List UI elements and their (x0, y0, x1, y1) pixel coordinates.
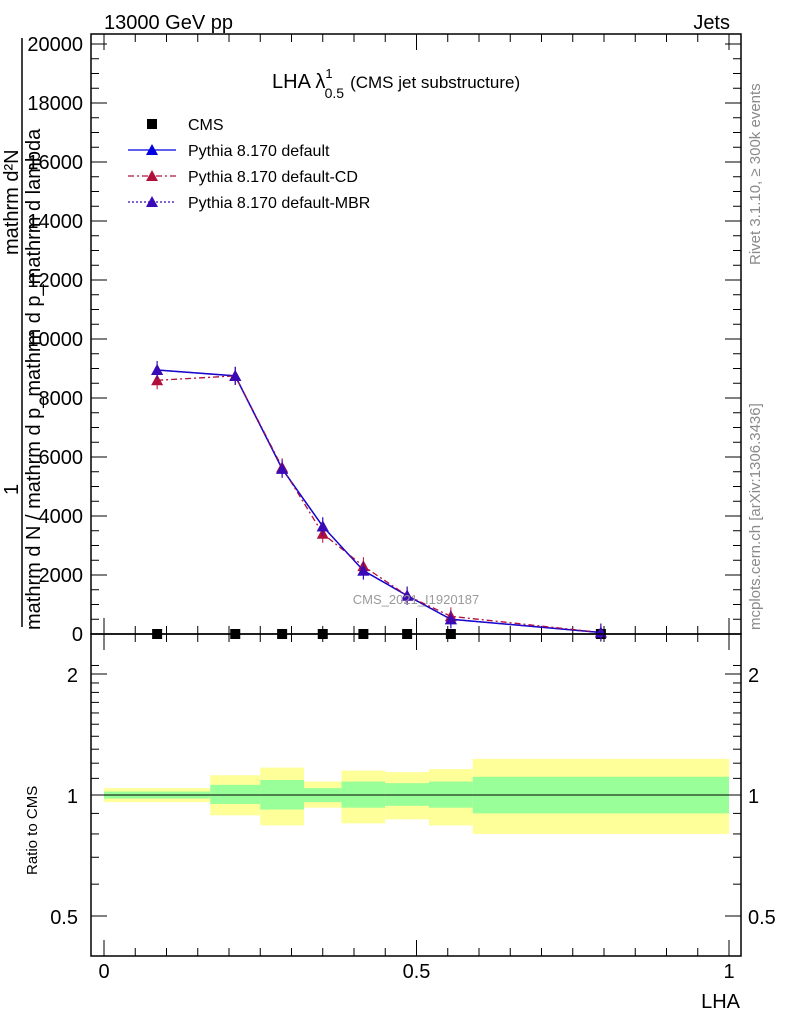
legend-label: Pythia 8.170 default (188, 143, 330, 160)
ratio-y-tick-label: 1 (67, 786, 78, 808)
series-marker-3 (357, 564, 370, 576)
legend-marker (146, 144, 158, 155)
inner-band (210, 784, 261, 804)
plot-title: LHA λ1 0.5 (CMS jet substructure) (272, 66, 520, 101)
y-tick-label: 0 (72, 624, 83, 646)
y-axis-label-top: mathrm d²N (1, 149, 23, 255)
series-marker-3 (401, 589, 414, 601)
process-label: Jets (693, 12, 730, 34)
ratio-panel: 0.5 0.5 1 1 2 2 0 0.5 1 (50, 633, 776, 983)
series-marker-3 (444, 613, 457, 625)
legend-label: Pythia 8.170 default-CD (188, 169, 358, 186)
series-marker-3 (316, 520, 329, 532)
ratio-y-tick-label-right: 1 (748, 786, 759, 808)
legend-marker-cms (147, 119, 157, 129)
series-line-2 (157, 375, 601, 634)
legend-label: Pythia 8.170 default-MBR (188, 195, 370, 212)
series-marker-3 (151, 363, 164, 375)
series-marker-3 (276, 462, 289, 474)
series-line-3 (157, 369, 601, 634)
x-axis-label: LHA (701, 991, 741, 1013)
y-tick-label: 8000 (39, 388, 84, 410)
title-sup: 1 (325, 66, 332, 81)
title-sub: 0.5 (325, 85, 345, 101)
mcplots-label: mcplots.cern.ch [arXiv:1306.3436] (747, 403, 764, 630)
y-tick-label: 16000 (27, 152, 83, 174)
inner-band (385, 783, 429, 806)
ratio-y-tick-label: 2 (67, 665, 78, 687)
y-tick-label: 6000 (39, 447, 84, 469)
y-tick-label: 20000 (27, 34, 83, 56)
y-tick-label: 18000 (27, 93, 83, 115)
y-axis-label-numerator: 1 (1, 484, 23, 495)
legend-label: CMS (188, 117, 224, 134)
x-tick-label: 1 (723, 961, 734, 983)
title-rest: (CMS jet substructure) (350, 73, 520, 92)
legend: CMS Pythia 8.170 default Pythia 8.170 defa… (128, 117, 370, 212)
title-main: LHA λ (272, 71, 325, 93)
series-marker-3 (229, 369, 242, 381)
rivet-label: Rivet 3.1.10, ≥ 300k events (747, 83, 764, 265)
y-tick-label: 4000 (39, 506, 84, 528)
legend-marker (146, 196, 158, 207)
legend-marker (146, 170, 158, 181)
upper-panel: 0 2000 4000 6000 8000 10000 12000 14000 16000 180… (27, 33, 742, 646)
y-axis-label-denominator: mathrm d N / mathrm d p_mathrm d p_mathr… (23, 128, 45, 630)
y-tick-label: 10000 (27, 329, 83, 351)
ratio-y-tick-label: 0.5 (50, 907, 78, 929)
analysis-watermark: CMS_2021_I1920187 (353, 592, 480, 607)
y-tick-label: 2000 (39, 565, 84, 587)
x-tick-label: 0 (98, 961, 109, 983)
x-tick-label: 0.5 (403, 961, 431, 983)
ratio-y-tick-label-right: 2 (748, 665, 759, 687)
energy-label: 13000 GeV pp (104, 12, 233, 34)
y-tick-label: 14000 (27, 211, 83, 233)
y-tick-label: 12000 (27, 270, 83, 292)
ratio-y-tick-label-right: 0.5 (748, 907, 776, 929)
ratio-y-label: Ratio to CMS (24, 786, 41, 875)
series-marker-2 (151, 374, 164, 386)
